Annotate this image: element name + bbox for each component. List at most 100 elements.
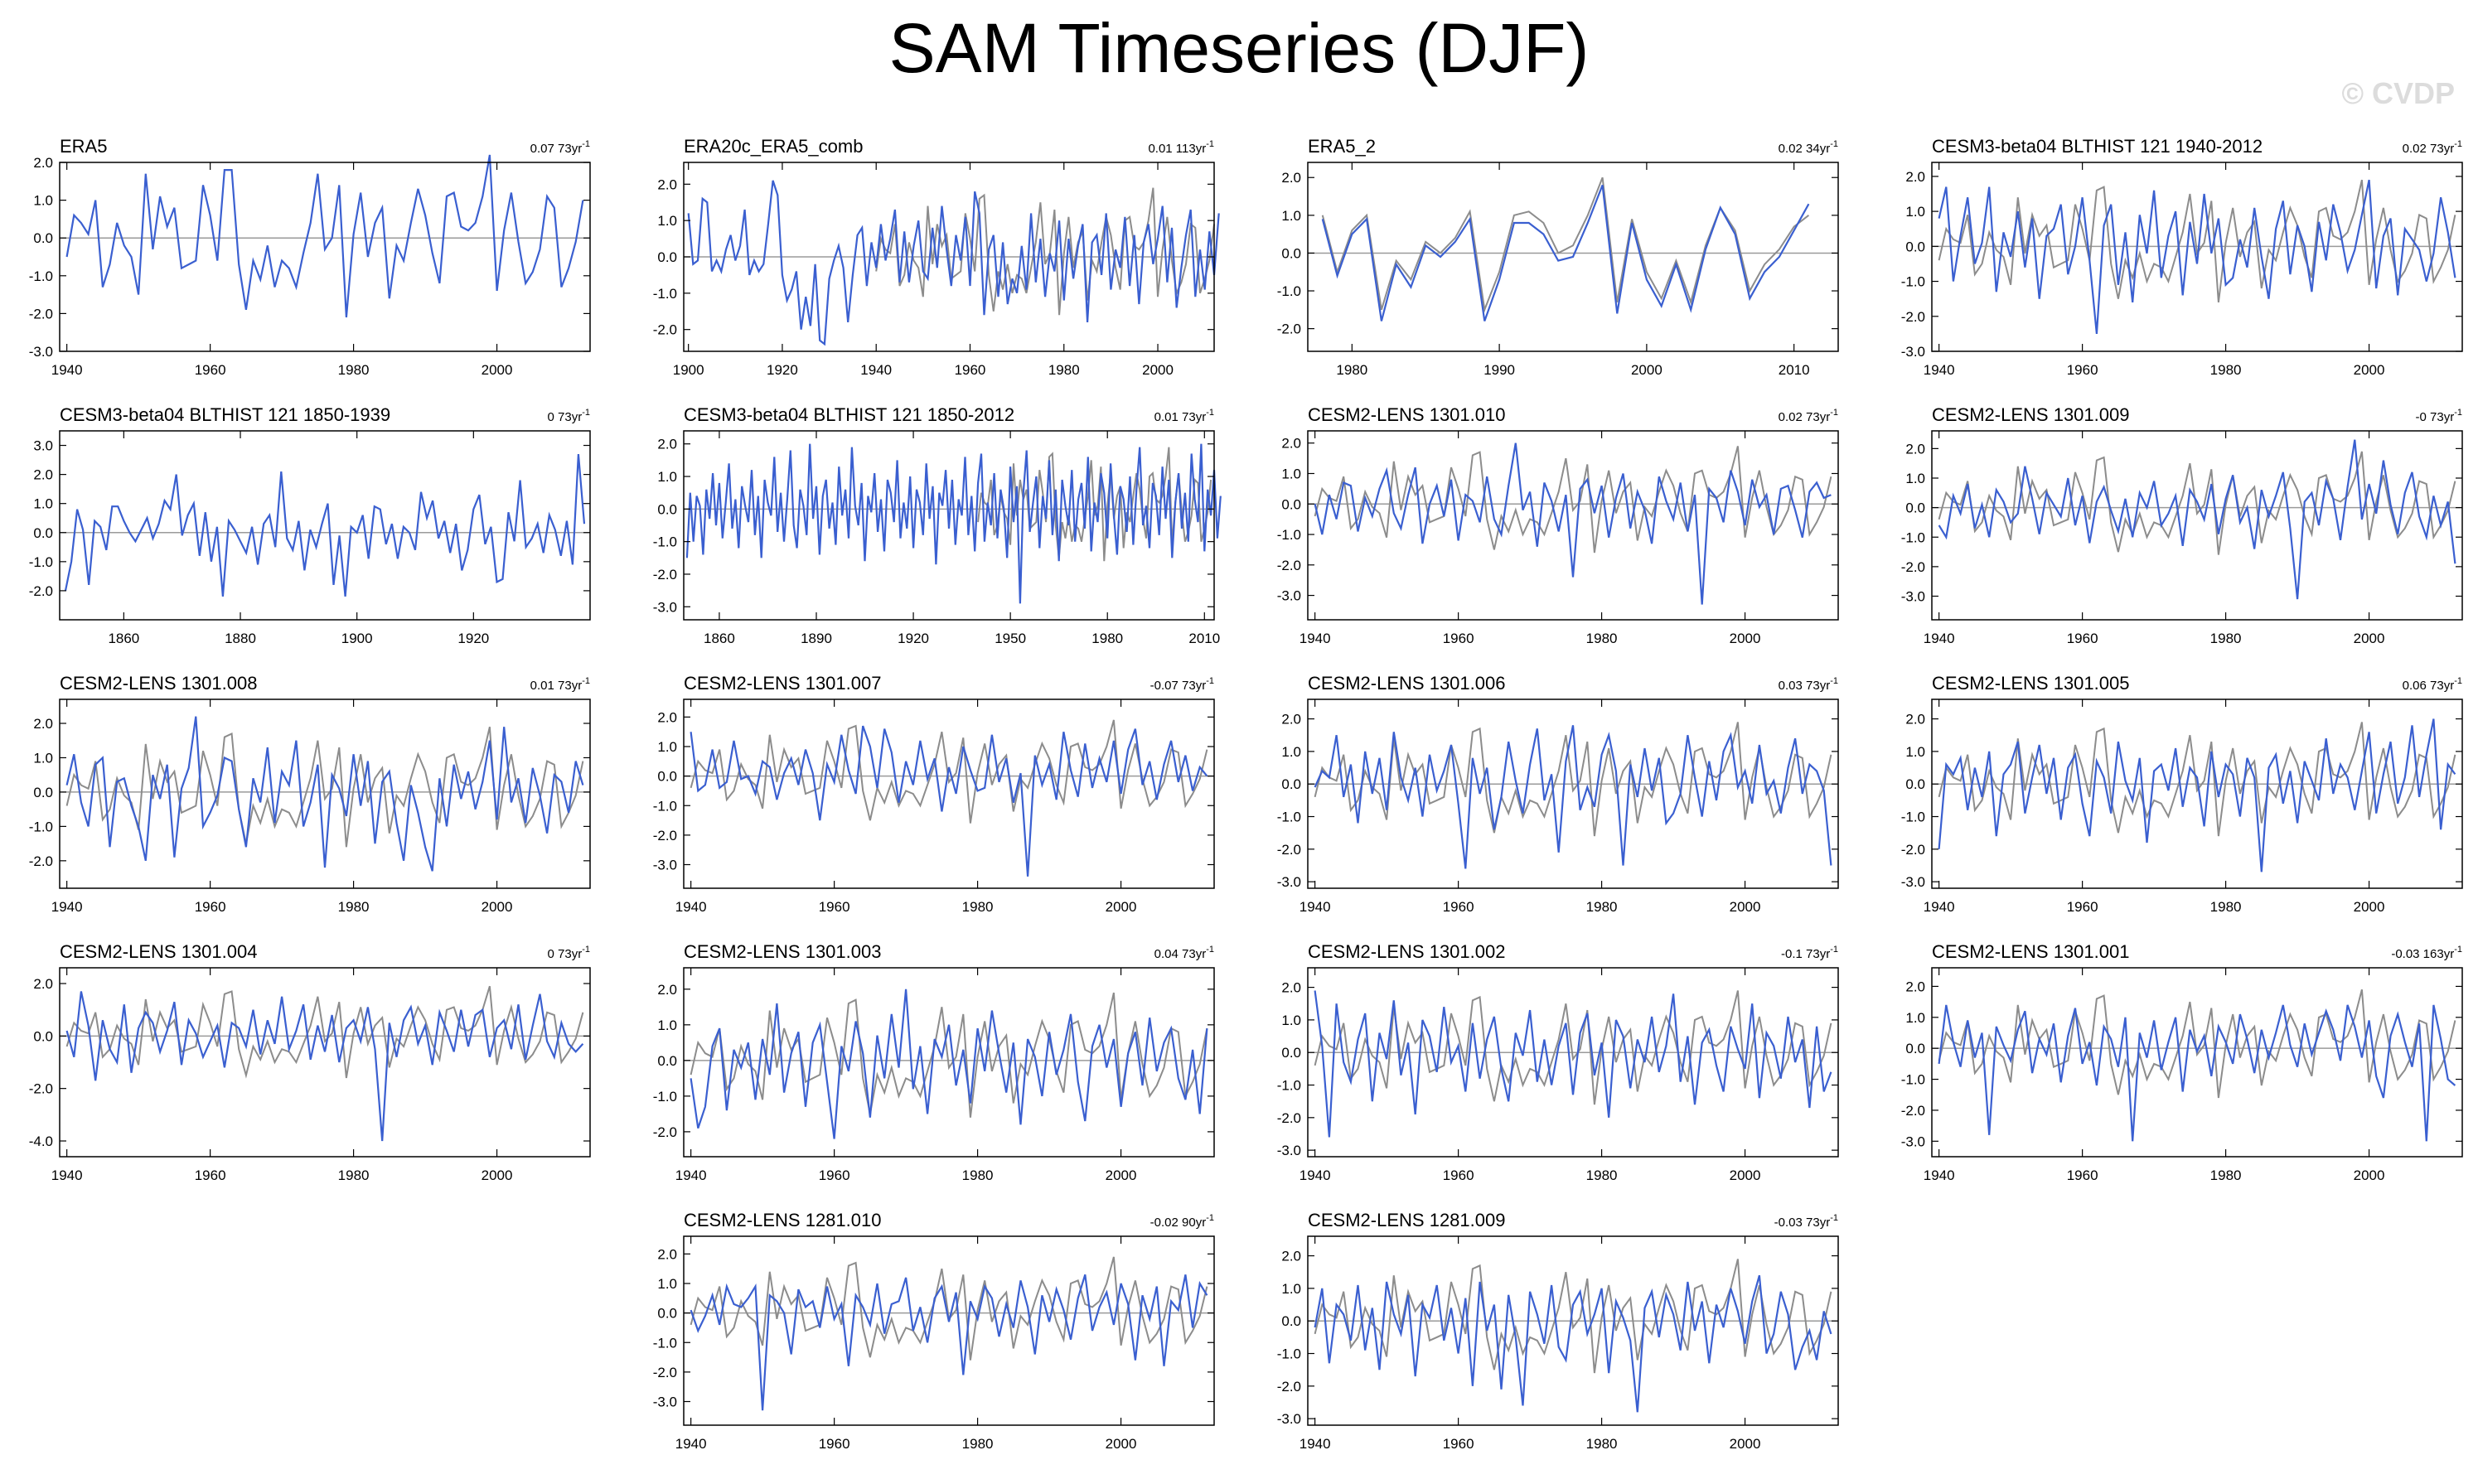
y-tick-label: 1.0 <box>1905 1010 1925 1026</box>
reference-series-line <box>1314 446 1832 553</box>
y-tick-label: -3.0 <box>653 599 677 615</box>
x-tick-label: 1980 <box>1336 362 1367 378</box>
x-tick-label: 1900 <box>673 362 704 378</box>
y-tick-label: -2.0 <box>29 1081 53 1097</box>
chart-panel: CESM3-beta04 BLTHIST 121 1850-1939 0 73yr… <box>29 404 591 646</box>
y-tick-label: -3.0 <box>653 858 677 873</box>
y-tick-label: -3.0 <box>29 344 53 360</box>
chart-panel: CESM2-LENS 1281.010 -0.02 90yr-1 2.0 1.0 0.0… <box>653 1210 1215 1452</box>
x-tick-label: 1940 <box>1299 1167 1331 1183</box>
x-tick-label: 1960 <box>195 362 226 378</box>
panel-trend: 0.01 73yr-1 <box>530 676 590 693</box>
x-tick-label: 1960 <box>195 899 226 915</box>
panel-title: CESM2-LENS 1281.010 <box>684 1210 881 1230</box>
plot-frame <box>683 967 1215 1158</box>
y-tick-label: 2.0 <box>1905 169 1925 185</box>
model-series-line <box>1938 179 2456 335</box>
y-tick-label: -1.0 <box>1277 1346 1301 1362</box>
panel-trend: -0 73yr-1 <box>2416 408 2462 424</box>
model-series-line <box>1314 1274 1832 1413</box>
y-tick-label: -2.0 <box>29 853 53 869</box>
x-tick-label: 2000 <box>1106 1436 1137 1452</box>
x-tick-label: 1980 <box>2210 631 2242 646</box>
chart-panel: CESM2-LENS 1301.002 -0.1 73yr-1 2.0 1.0 0.0 -… <box>1277 941 1839 1183</box>
y-tick-label: 0.0 <box>1905 239 1925 254</box>
y-tick-label: -4.0 <box>29 1134 53 1149</box>
y-tick-label: -3.0 <box>1901 589 1925 605</box>
y-tick-label: -1.0 <box>1277 527 1301 543</box>
panel-trend: 0.03 73yr-1 <box>1779 676 1838 693</box>
x-tick-label: 1960 <box>819 1436 850 1452</box>
panel-trend: 0.01 73yr-1 <box>1154 408 1214 424</box>
x-tick-label: 1940 <box>51 1167 83 1183</box>
panel-trend: 0 73yr-1 <box>548 945 590 961</box>
plot-frame <box>1307 162 1839 352</box>
x-tick-label: 1980 <box>962 899 994 915</box>
y-tick-label: -1.0 <box>29 819 53 834</box>
y-tick-label: 2.0 <box>1281 980 1301 996</box>
y-tick-label: 3.0 <box>33 438 53 454</box>
panel-title: CESM2-LENS 1301.001 <box>1932 941 2129 962</box>
panel-trend: -0.02 90yr-1 <box>1150 1213 1214 1230</box>
x-tick-label: 2000 <box>2354 362 2385 378</box>
y-tick-label: -3.0 <box>1901 344 1925 360</box>
y-tick-label: -2.0 <box>1901 309 1925 325</box>
panel-trend: 0.04 73yr-1 <box>1154 945 1214 961</box>
plot-frame <box>59 162 591 352</box>
y-tick-label: 0.0 <box>657 769 677 785</box>
x-tick-label: 2000 <box>482 362 513 378</box>
page-title: SAM Timeseries (DJF) <box>888 9 1590 87</box>
panel-title: CESM3-beta04 BLTHIST 121 1940-2012 <box>1932 136 2263 157</box>
panel-title: ERA5_2 <box>1308 136 1376 157</box>
y-tick-label: -3.0 <box>1277 588 1301 604</box>
plot-frame <box>1307 1235 1839 1426</box>
y-tick-label: -2.0 <box>1901 1103 1925 1119</box>
model-series-line <box>690 725 1208 877</box>
x-tick-label: 1980 <box>338 899 370 915</box>
y-tick-label: 1.0 <box>1905 204 1925 220</box>
y-tick-label: 0.0 <box>1905 776 1925 792</box>
x-tick-label: 1980 <box>1586 899 1618 915</box>
y-tick-label: 1.0 <box>33 496 53 512</box>
y-tick-label: -2.0 <box>1277 321 1301 337</box>
reference-series-line <box>1321 176 1810 313</box>
y-tick-label: 2.0 <box>657 709 677 725</box>
y-tick-label: -2.0 <box>1901 559 1925 575</box>
x-tick-label: 2000 <box>1106 1167 1137 1183</box>
y-tick-label: -2.0 <box>653 322 677 338</box>
reference-series-line <box>65 726 584 848</box>
plot-frame <box>59 698 591 889</box>
y-tick-label: -2.0 <box>653 1124 677 1140</box>
x-tick-label: 1960 <box>2067 362 2098 378</box>
plot-frame <box>59 430 591 621</box>
y-tick-label: 2.0 <box>657 982 677 998</box>
x-tick-label: 1920 <box>898 631 929 646</box>
x-tick-label: 1960 <box>1443 1436 1474 1452</box>
chart-panel: CESM2-LENS 1301.004 0 73yr-1 2.0 0.0 -2.0 -4.… <box>29 941 591 1183</box>
y-tick-label: -1.0 <box>1901 1072 1925 1088</box>
reference-series-line <box>1938 179 2456 303</box>
x-tick-label: 1940 <box>1299 1436 1331 1452</box>
x-tick-label: 1960 <box>1443 631 1474 646</box>
x-tick-label: 1940 <box>1924 899 1955 915</box>
y-tick-label: 2.0 <box>1281 436 1301 452</box>
chart-panel: ERA5 0.07 73yr-1 2.0 1.0 0.0 -1.0 -2.0 -3.0 1940… <box>29 136 591 378</box>
y-tick-label: 0.0 <box>33 1028 53 1044</box>
x-tick-label: 1960 <box>2067 899 2098 915</box>
y-tick-label: 0.0 <box>1905 500 1925 516</box>
x-tick-label: 2000 <box>2354 1167 2385 1183</box>
y-tick-label: -1.0 <box>1901 529 1925 545</box>
plot-frame <box>683 430 1215 621</box>
y-tick-label: 1.0 <box>657 469 677 485</box>
y-tick-label: -2.0 <box>653 567 677 582</box>
y-tick-label: -1.0 <box>1277 283 1301 299</box>
chart-panel: ERA20c_ERA5_comb 0.01 113yr-1 2.0 1.0 0.0 -1.… <box>653 136 1220 378</box>
x-tick-label: 1880 <box>225 631 256 646</box>
y-tick-label: 1.0 <box>33 750 53 766</box>
y-tick-label: -3.0 <box>1901 874 1925 890</box>
y-tick-label: 0.0 <box>657 249 677 265</box>
x-tick-label: 1940 <box>1299 631 1331 646</box>
y-tick-label: 0.0 <box>657 1053 677 1069</box>
x-tick-label: 1980 <box>1586 1436 1618 1452</box>
x-tick-label: 1980 <box>1586 631 1618 646</box>
